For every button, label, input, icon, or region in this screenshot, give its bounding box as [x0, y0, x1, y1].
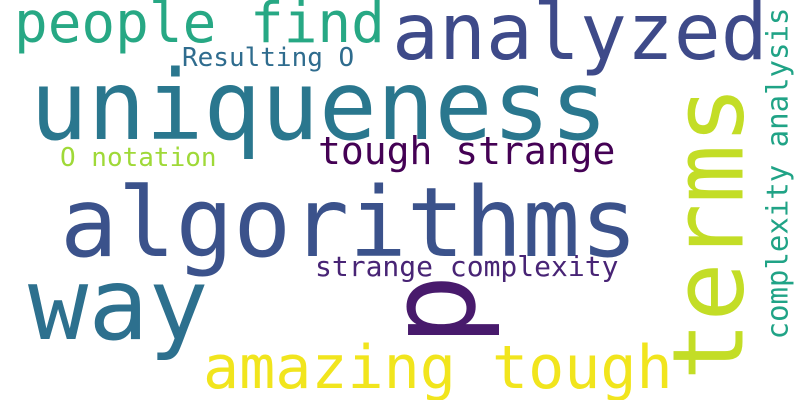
- word-analyzed: analyzed: [392, 0, 768, 78]
- word-way: way: [28, 246, 209, 363]
- word-amazing-tough: amazing tough: [203, 333, 673, 400]
- word-resulting-o: Resulting O: [182, 43, 355, 73]
- word-algorithms: algorithms: [60, 167, 638, 279]
- word-people-find: people find: [14, 0, 385, 56]
- word-tough-strange: tough strange: [318, 129, 616, 173]
- word-uniqueness: uniqueness: [30, 50, 608, 162]
- word-terms: terms: [652, 85, 767, 381]
- word-strange-complexity: strange complexity: [315, 250, 619, 283]
- word-o-notation: O notation: [60, 143, 217, 173]
- word-complexity-analysis: complexity analysis: [760, 7, 795, 340]
